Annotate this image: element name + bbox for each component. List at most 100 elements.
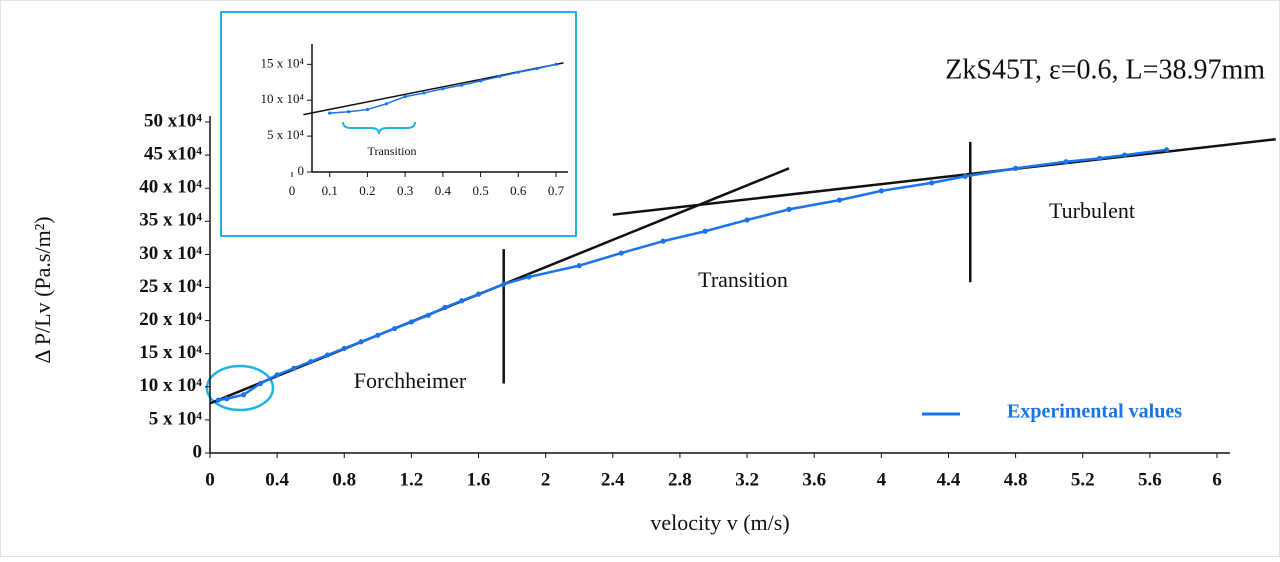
x-tick-label: 0.4 bbox=[265, 469, 289, 490]
y-tick-label: 0 bbox=[298, 163, 305, 178]
inset-brace bbox=[342, 121, 416, 135]
data-point bbox=[224, 396, 230, 402]
x-tick-label: 4.4 bbox=[937, 469, 961, 490]
data-point bbox=[1013, 165, 1019, 171]
x-tick-label: 0.2 bbox=[359, 183, 375, 198]
x-tick-label: 0.1 bbox=[322, 183, 338, 198]
inset-annotation: Transition bbox=[368, 144, 417, 158]
data-point bbox=[441, 87, 445, 91]
legend-label: Experimental values bbox=[1007, 401, 1182, 423]
data-point bbox=[554, 62, 558, 66]
data-point bbox=[442, 304, 448, 310]
data-point bbox=[836, 197, 842, 203]
data-point bbox=[425, 312, 431, 318]
inset-frame bbox=[220, 11, 577, 237]
data-point bbox=[308, 359, 314, 365]
data-point bbox=[501, 281, 507, 287]
data-point bbox=[403, 95, 407, 99]
data-point bbox=[384, 102, 388, 106]
data-point bbox=[618, 250, 624, 256]
data-point bbox=[478, 79, 483, 83]
data-point bbox=[786, 206, 792, 212]
data-point bbox=[929, 180, 935, 186]
data-point bbox=[408, 319, 414, 325]
data-point bbox=[1063, 159, 1069, 165]
y-tick-label: 10 x 10⁴ bbox=[260, 91, 304, 106]
x-tick-label: 4.8 bbox=[1004, 469, 1028, 490]
data-point bbox=[535, 67, 539, 71]
y-axis-label: Δ P/Lv (Pa.s/m²) bbox=[30, 216, 55, 363]
data-point bbox=[702, 228, 708, 234]
data-point bbox=[215, 397, 221, 403]
data-point bbox=[291, 365, 297, 371]
data-point bbox=[460, 83, 464, 87]
y-tick-label: 40 x 10⁴ bbox=[139, 177, 202, 198]
x-tick-label: 3.2 bbox=[735, 469, 759, 490]
data-point bbox=[422, 91, 426, 95]
data-point bbox=[328, 111, 332, 115]
x-tick-label: 0 bbox=[289, 183, 296, 198]
data-point bbox=[341, 345, 347, 352]
data-point bbox=[1122, 152, 1128, 158]
y-tick-label: 15 x 10⁴ bbox=[139, 342, 202, 363]
x-tick-label: 4 bbox=[877, 469, 887, 490]
x-tick-label: 5.6 bbox=[1138, 469, 1162, 490]
y-tick-label: 15 x 10⁴ bbox=[260, 55, 304, 70]
highlight-ellipse bbox=[205, 364, 275, 412]
annotation: Transition bbox=[698, 267, 788, 292]
x-tick-label: 0.4 bbox=[435, 183, 452, 198]
data-point bbox=[576, 263, 582, 269]
data-point bbox=[324, 352, 331, 358]
x-tick-label: 0.3 bbox=[397, 183, 413, 198]
annotation: Turbulent bbox=[1049, 198, 1135, 223]
x-tick-label: 0.7 bbox=[548, 183, 565, 198]
data-point bbox=[392, 325, 398, 332]
x-tick-label: 3.6 bbox=[802, 469, 826, 490]
data-point bbox=[365, 107, 370, 112]
data-point bbox=[475, 291, 482, 297]
y-tick-label: 20 x 10⁴ bbox=[139, 309, 202, 330]
y-tick-label: 10 x 10⁴ bbox=[139, 375, 202, 396]
y-tick-label: 25 x 10⁴ bbox=[139, 276, 202, 297]
series-line bbox=[218, 148, 1167, 402]
y-tick-label: 30 x 10⁴ bbox=[139, 243, 202, 264]
y-tick-label: 0 bbox=[193, 441, 203, 462]
data-point bbox=[274, 372, 280, 378]
x-tick-label: 0.5 bbox=[472, 183, 488, 198]
x-tick-label: 1.2 bbox=[400, 469, 424, 490]
y-tick-label: 50 x10⁴ bbox=[144, 110, 202, 131]
x-axis-label: velocity v (m/s) bbox=[650, 510, 789, 535]
data-point bbox=[497, 74, 502, 79]
data-point bbox=[526, 274, 532, 280]
chart-title: ZkS45T, ε=0.6, L=38.97mm bbox=[945, 54, 1265, 85]
x-tick-label: 0 bbox=[205, 469, 215, 490]
data-point bbox=[516, 70, 520, 74]
data-point bbox=[1096, 155, 1103, 162]
y-tick-label: 5 x 10⁴ bbox=[267, 127, 305, 142]
data-point bbox=[878, 188, 884, 194]
x-tick-label: 0.6 bbox=[510, 183, 527, 198]
data-point bbox=[962, 173, 968, 179]
x-tick-label: 2.8 bbox=[668, 469, 692, 490]
x-tick-label: 2 bbox=[541, 469, 551, 490]
x-tick-label: 0.8 bbox=[332, 469, 356, 490]
x-tick-label: 2.4 bbox=[601, 469, 625, 490]
x-tick-label: 1.6 bbox=[467, 469, 491, 490]
data-point bbox=[240, 392, 247, 398]
y-tick-label: 45 x10⁴ bbox=[144, 143, 202, 164]
data-point bbox=[346, 110, 351, 114]
y-tick-label: 35 x 10⁴ bbox=[139, 210, 202, 231]
x-tick-label: 5.2 bbox=[1071, 469, 1095, 490]
annotation: Forchheimer bbox=[354, 368, 467, 393]
data-point bbox=[1164, 147, 1170, 153]
data-point bbox=[358, 339, 364, 345]
data-point bbox=[744, 217, 750, 223]
y-tick-label: 5 x 10⁴ bbox=[149, 408, 203, 429]
data-point bbox=[459, 298, 465, 304]
data-point bbox=[375, 332, 381, 338]
data-point bbox=[257, 380, 263, 387]
data-point bbox=[660, 238, 666, 244]
x-tick-label: 6 bbox=[1212, 469, 1222, 490]
